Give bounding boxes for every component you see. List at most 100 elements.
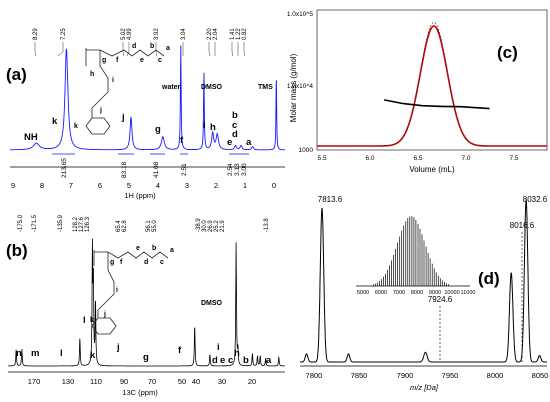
x-tick: 6 xyxy=(98,181,102,190)
peak-label: k xyxy=(52,116,58,127)
peak-label: DMSO xyxy=(201,84,223,91)
panel-a-shift-labels: 8.29 7.25 5.02 4.99 3.92 3.04 2.20 2.04 … xyxy=(33,28,248,40)
panel-b-structure-letters: f e d b c a g i j k xyxy=(90,245,174,324)
peak-label: k xyxy=(90,350,96,361)
x-tick: 8050 xyxy=(532,371,549,380)
panel-b: (b) -175.0 -171.5 -135.9 128.2 127.6 126… xyxy=(6,214,285,397)
x-tick: 9 xyxy=(11,181,15,190)
panel-d-xlabel: m/z [Da] xyxy=(410,383,439,392)
peak-label: j xyxy=(116,342,120,353)
x-tick: 8000 xyxy=(487,371,504,380)
structure-letter: g xyxy=(110,259,114,266)
peak-label: d xyxy=(212,355,218,366)
panel-b-x-ticks: 170 130 110 90 70 50 40 30 20 xyxy=(28,377,256,386)
integral-value: 213.65 xyxy=(61,158,68,178)
panel-d-peak-labels: 7813.6 7924.6 8016.6 8032.6 xyxy=(318,195,548,304)
peak-label: TMS xyxy=(258,84,273,91)
panel-d-peak-leaders xyxy=(439,232,523,362)
shift-label: 5.02 xyxy=(121,28,127,40)
shift-label: 3.04 xyxy=(181,28,187,40)
peak-label: j xyxy=(121,112,125,123)
panel-d: (d) 7813.6 7924.6 8016.6 8032.6 5000 600… xyxy=(300,195,548,392)
shift-label: 127.6 xyxy=(79,216,85,232)
peak-label: i xyxy=(203,120,206,131)
x-tick: 110 xyxy=(90,377,102,386)
x-tick: 2 xyxy=(214,181,218,190)
x-tick: 8 xyxy=(40,181,44,190)
peak-label: b xyxy=(243,355,249,366)
x-tick: 40 xyxy=(192,377,200,386)
y-tick: 1.0x10^5 xyxy=(287,11,314,18)
peak-label: c xyxy=(232,120,237,131)
panel-c-xlabel: Volume (mL) xyxy=(409,165,455,174)
structure-letter: e xyxy=(136,245,140,252)
inset-frame xyxy=(352,206,470,290)
peak-label: e xyxy=(220,355,225,366)
panel-c-molar-mass-trace xyxy=(383,99,490,110)
x-tick: 7 xyxy=(69,181,73,190)
peak-label: h xyxy=(234,348,240,359)
panel-b-structure xyxy=(91,250,169,335)
x-tick: 0 xyxy=(272,181,276,190)
shift-label: 4.99 xyxy=(127,28,133,40)
peak-label: DMSO xyxy=(201,300,223,307)
structure-letter: j xyxy=(99,107,102,114)
x-tick: 5 xyxy=(127,181,131,190)
inset-x-tick: 8000 xyxy=(411,290,423,296)
structure-letter: a xyxy=(166,45,170,52)
panel-c-y-ticks: 1.0x10^5 1.0x10^4 1000 xyxy=(287,11,314,154)
shift-label: -38.9 xyxy=(196,218,202,232)
shift-label: 21.9 xyxy=(220,220,226,232)
integral-value: 3.00 xyxy=(241,163,248,176)
peak-label: g xyxy=(155,124,161,135)
peak-label: d xyxy=(232,129,238,140)
panel-b-peak-labels: n m l l k j g f DMSO i d e c h b a xyxy=(16,300,272,366)
shift-label: 7.25 xyxy=(61,28,67,40)
shift-label: 8.29 xyxy=(33,28,39,40)
structure-letter: k xyxy=(74,123,78,130)
panel-a-structure-letters: f d e b c a g h i j k xyxy=(74,43,170,130)
peak-label: f xyxy=(178,345,182,356)
x-tick: 7800 xyxy=(306,371,323,380)
structure-letter: e xyxy=(140,57,144,64)
peak-label: b xyxy=(232,110,238,121)
y-tick: 1000 xyxy=(299,147,314,154)
peak-label: a xyxy=(246,137,252,148)
peak-label: e xyxy=(227,137,232,148)
peak-label: h xyxy=(210,122,216,133)
x-tick: 70 xyxy=(148,377,156,386)
inset-x-ticks: 5000 6000 7000 8000 9000 10000 11000 xyxy=(357,290,476,296)
structure-letter: d xyxy=(132,43,136,50)
panel-b-spectrum xyxy=(8,238,285,367)
shift-label: 0.82 xyxy=(242,28,248,40)
shift-label: 30.0 xyxy=(202,220,208,232)
inset-x-tick: 7000 xyxy=(393,290,405,296)
structure-letter: f xyxy=(116,57,119,64)
structure-letter: c xyxy=(160,259,164,266)
x-tick: 170 xyxy=(28,377,41,386)
x-tick: 6.0 xyxy=(365,155,374,162)
peak-label: c xyxy=(228,355,233,366)
peak-label: 7924.6 xyxy=(428,295,453,304)
x-tick: 7850 xyxy=(351,371,368,380)
panel-b-label: (b) xyxy=(6,241,28,260)
peak-label: 7813.6 xyxy=(318,195,343,204)
shift-label: 1.22 xyxy=(236,28,242,40)
x-tick: 7.5 xyxy=(509,155,518,162)
shift-label: 3.92 xyxy=(154,28,160,40)
structure-letter: b xyxy=(152,245,156,252)
structure-letter: g xyxy=(102,57,106,64)
structure-letter: a xyxy=(170,247,174,254)
shift-label: 2.20 xyxy=(207,28,213,40)
integral-value: 3.13 xyxy=(234,163,241,176)
shift-label: 1.41 xyxy=(230,28,236,40)
shift-label: 128.2 xyxy=(73,216,79,232)
peak-label: l xyxy=(83,315,86,326)
x-tick: 7950 xyxy=(442,371,459,380)
shift-label: 65.4 xyxy=(116,220,122,232)
inset-x-tick: 10000 xyxy=(444,290,459,296)
panel-c-ylabel: Molar mass (g/mol) xyxy=(289,53,298,122)
inset-x-tick: 9000 xyxy=(429,290,441,296)
shift-label: 25.2 xyxy=(214,220,220,232)
